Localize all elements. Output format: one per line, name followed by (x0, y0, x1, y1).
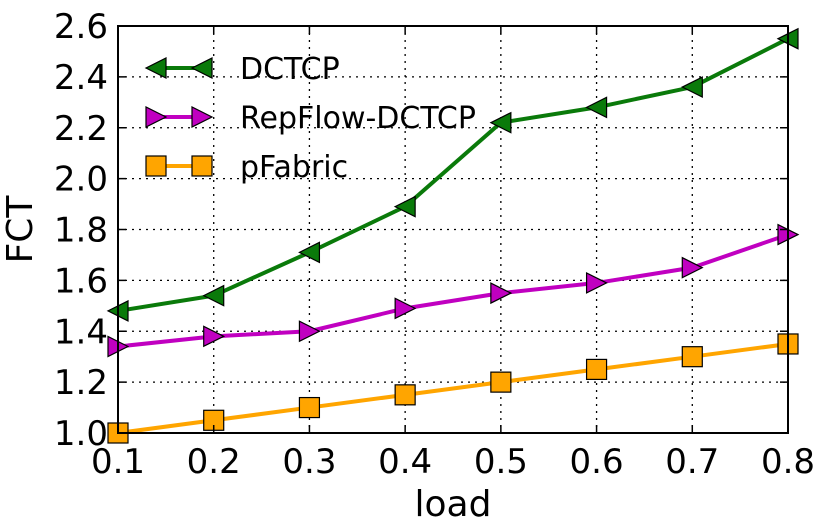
series-repflow-dctcp (107, 223, 800, 358)
data-point (585, 358, 608, 381)
legend-marker (145, 106, 168, 128)
data-point (681, 346, 703, 368)
y-tick-label: 2.2 (54, 109, 108, 149)
y-tick-label: 1.4 (54, 312, 108, 352)
series-line (117, 36, 789, 313)
legend-marker (191, 155, 213, 177)
data-point (490, 371, 512, 393)
legend-marker (191, 106, 214, 128)
data-point (394, 297, 417, 320)
series-line (117, 341, 789, 435)
data-point (298, 396, 321, 419)
series-pfabric (107, 333, 799, 444)
data-point (394, 384, 416, 406)
x-tick-label: 0.5 (474, 442, 528, 482)
legend-label: DCTCP (240, 52, 340, 87)
x-tick-label: 0.7 (665, 442, 719, 482)
legend-entry: RepFlow-DCTCP (145, 101, 476, 136)
data-point (393, 195, 416, 218)
legend-label: pFabric (240, 150, 348, 185)
data-point (585, 96, 608, 119)
x-axis-label: load (415, 484, 492, 522)
x-tick-label: 0.1 (91, 442, 145, 482)
x-tick-label: 0.8 (761, 442, 815, 482)
data-point (203, 325, 226, 348)
legend-entry: DCTCP (144, 52, 340, 87)
data-point (298, 241, 321, 264)
data-point (585, 271, 608, 294)
y-tick-label: 2.4 (54, 58, 108, 98)
x-tick-label: 0.2 (187, 442, 241, 482)
grid (118, 26, 788, 433)
legend: DCTCP RepFlow-DCTCP pFabric (144, 52, 476, 185)
legend-marker (144, 57, 167, 79)
series-dctcp (106, 27, 799, 322)
y-axis-label: FCT (0, 195, 41, 264)
legend-marker (190, 57, 213, 79)
ticks: 0.1 0.2 0.3 0.4 0.5 0.6 0.7 0.8 1.0 1.2 1.4 1.6 1.8 2… (54, 7, 815, 482)
x-tick-label: 0.4 (378, 442, 432, 482)
data-point (680, 76, 703, 99)
data-point (489, 111, 512, 134)
series-line (117, 232, 789, 349)
y-tick-label: 2.6 (54, 7, 108, 47)
x-tick-label: 0.3 (282, 442, 336, 482)
data-point (681, 256, 704, 279)
data-point (202, 284, 225, 307)
x-tick-label: 0.6 (570, 442, 624, 482)
data-point (490, 282, 513, 305)
legend-marker (145, 155, 167, 177)
legend-label: RepFlow-DCTCP (240, 101, 476, 136)
legend-entry: pFabric (145, 150, 348, 185)
y-tick-label: 2.0 (54, 160, 108, 200)
y-tick-label: 1.8 (54, 211, 108, 251)
y-tick-label: 1.0 (54, 414, 108, 454)
data-point (298, 320, 321, 343)
y-tick-label: 1.6 (54, 261, 108, 301)
y-tick-label: 1.2 (54, 363, 108, 403)
series-layer (106, 27, 800, 444)
